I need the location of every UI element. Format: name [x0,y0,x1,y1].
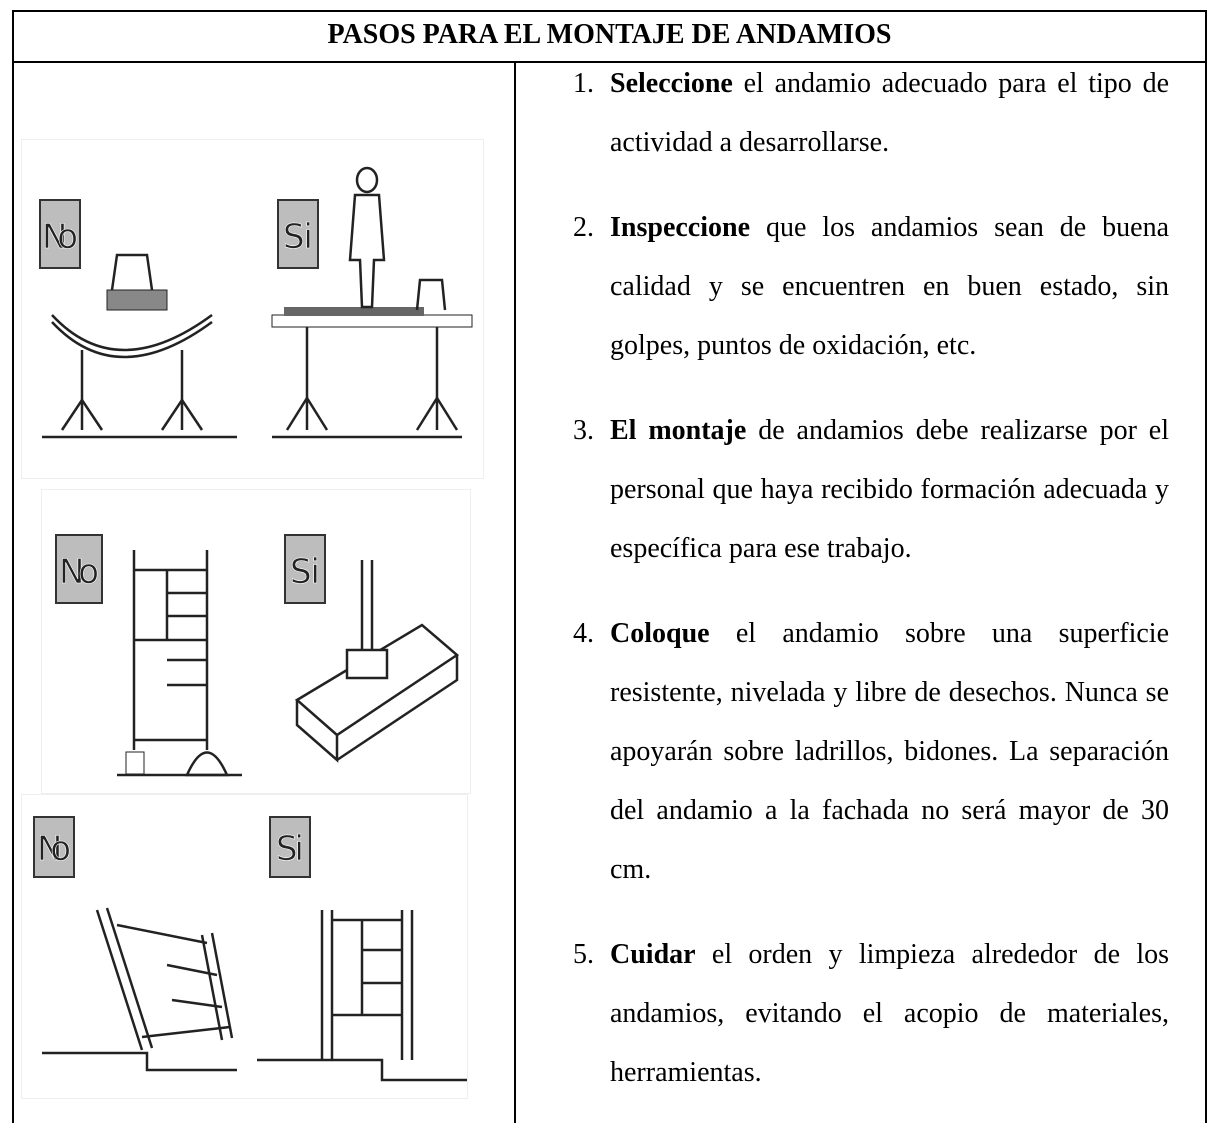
step-number: 1. [573,68,594,99]
table: PASOS PARA EL MONTAJE DE ANDAMIOS [12,10,1207,1123]
step-lead: Seleccione [610,68,733,99]
step-list: 1. Seleccione el andamio adecuado para el… [556,54,1176,1128]
step-number: 3. [573,415,594,446]
step-lead: Coloque [610,618,710,649]
no-label: No [37,829,71,869]
no-label: No [42,217,78,257]
step-number: 2. [573,212,594,243]
step-number: 5. [573,939,594,970]
step-text: el orden y limpieza alrededor de los and… [610,939,1169,1088]
table-title: PASOS PARA EL MONTAJE DE ANDAMIOS [14,12,1205,63]
step-text: el andamio adecuado para el tipo de acti… [610,68,1169,158]
step-lead: El montaje [610,415,747,446]
si-label: Si [290,552,320,592]
si-label: Si [276,829,304,869]
step-lead: Cuidar [610,939,696,970]
step-text: el andamio sobre una superficie resisten… [610,618,1169,885]
step-text: de andamios debe realizarse por el perso… [610,415,1169,564]
step: 3. El montaje de andamios debe realizarse… [556,401,1176,578]
step: 4. Coloque el andamio sobre una superfici… [556,604,1176,899]
column-divider [514,63,516,1123]
step: 1. Seleccione el andamio adecuado para el… [556,54,1176,172]
step: 5. Cuidar el orden y limpieza alrededor d… [556,925,1176,1102]
illustration: No Si [22,140,483,478]
illustration: No Si [42,490,470,793]
step-lead: Inspeccione [610,212,750,243]
no-label: No [59,552,99,592]
si-label: Si [283,217,313,257]
step-number: 4. [573,618,594,649]
step-text: que los andamios sean de buena calidad y… [610,212,1170,361]
illustration: No Si [22,795,467,1098]
step: 2. Inspeccione que los andamios sean de b… [556,198,1176,375]
